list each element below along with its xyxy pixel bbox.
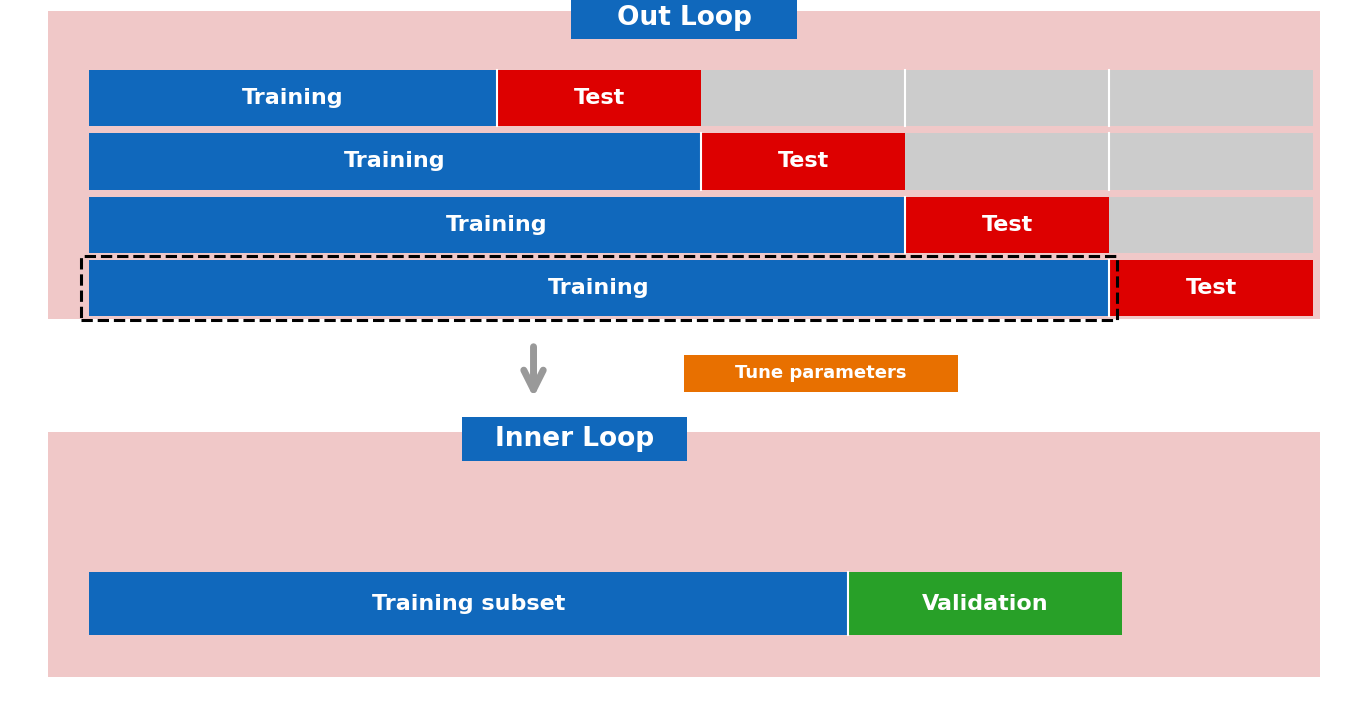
Text: Training: Training [549,278,650,298]
Text: Training: Training [242,88,343,108]
Bar [906,197,1109,253]
Bar [572,0,796,39]
Bar [48,11,1320,319]
Bar [89,133,700,190]
Bar [700,70,1313,126]
Bar [89,260,1109,316]
Bar [89,70,497,126]
Bar [48,432,1320,677]
Bar [89,572,848,635]
Bar [497,70,700,126]
Text: Inner Loop: Inner Loop [495,425,654,452]
Bar [1109,197,1313,253]
Bar [81,256,1118,320]
Bar [906,133,1313,190]
Text: Training: Training [345,152,446,171]
Text: Training: Training [446,215,547,234]
Bar [1109,260,1313,316]
Text: Test: Test [573,88,625,108]
Text: Training subset: Training subset [372,594,565,614]
Text: Test: Test [1186,278,1237,298]
Bar [848,572,1122,635]
Text: Out Loop: Out Loop [617,4,751,31]
Text: Validation: Validation [922,594,1048,614]
Bar [700,133,906,190]
Bar [461,417,687,461]
Text: Test: Test [777,152,829,171]
Text: Tune parameters: Tune parameters [735,364,907,383]
Bar [89,197,906,253]
Text: Test: Test [982,215,1033,234]
Bar [684,355,958,392]
